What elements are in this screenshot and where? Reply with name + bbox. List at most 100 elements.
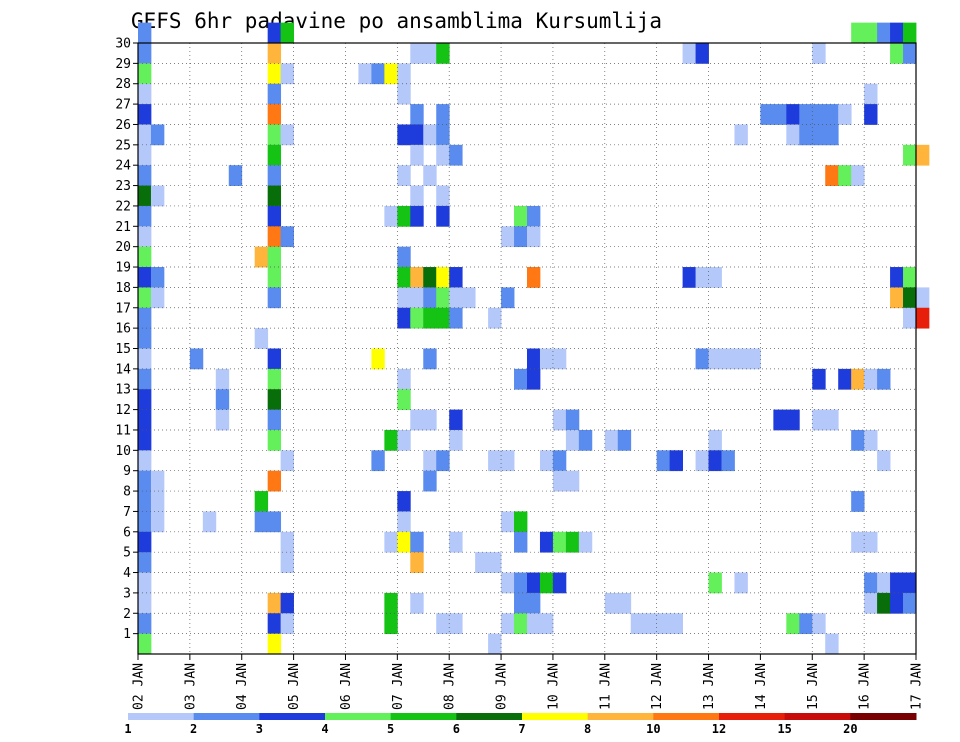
heatmap-cell [501,226,515,248]
heatmap-cell [449,287,463,309]
y-tick-label: 2 [123,607,131,622]
heatmap-cell [384,205,398,227]
heatmap-cell [851,491,865,512]
legend-label: 10 [646,722,660,736]
heatmap-cell [916,287,930,309]
heatmap-cell [254,511,269,533]
legend-label: 2 [190,722,197,736]
legend-label: 1 [124,722,131,736]
heatmap-cell [436,287,450,309]
legend-label: 15 [777,722,791,736]
heatmap-cell [267,205,282,227]
heatmap-cell [150,124,165,146]
heatmap-cell [436,450,450,472]
heatmap-cell [138,389,152,410]
heatmap-cell [267,429,282,451]
heatmap-cell [877,592,891,614]
heatmap-cell [578,531,593,553]
heatmap-cell [138,511,152,533]
heatmap-cell [423,124,437,146]
heatmap-cell [150,491,165,512]
heatmap-cell [423,267,437,288]
heatmap-cell [150,185,165,207]
grid-lines [138,43,916,654]
heatmap-cell [138,450,152,472]
heatmap-cell [825,165,839,186]
y-tick-label: 9 [123,464,131,479]
heatmap-cell [410,43,424,64]
heatmap-cell [410,185,424,207]
heatmap-cell [514,572,528,594]
heatmap-cell [449,429,463,451]
legend-swatch [850,713,917,720]
heatmap-cell [903,144,917,166]
x-axis: 02 JAN 03 JAN 04 JAN 05 JAN 06 JAN 07 JAN 08 J… [132,654,925,710]
legend-label: 12 [712,722,726,736]
heatmap-cell [267,83,282,105]
legend-swatch [719,713,786,720]
heatmap-cell [267,389,282,410]
legend-swatch [653,713,720,720]
heatmap-cell [799,613,813,635]
legend-label: 7 [518,722,525,736]
heatmap-cell [189,348,204,370]
y-tick-label: 13 [115,383,131,398]
heatmap-cell [877,22,891,44]
heatmap-cell [267,613,282,635]
heatmap-cell [786,124,800,146]
heatmap-cell [462,287,476,309]
heatmap-cell [138,22,152,44]
heatmap-cell [864,572,878,594]
heatmap-cell [138,633,152,655]
heatmap-cell [527,348,541,370]
heatmap-cell [695,450,709,472]
x-tick-label: 10 JAN [546,663,561,710]
heatmap-cell [449,613,463,635]
heatmap-cell [812,124,826,146]
heatmap-cell [604,429,619,451]
y-tick-label: 30 [115,37,131,52]
heatmap-cell [890,572,904,594]
heatmap-cell [267,368,282,390]
heatmap-cell [449,267,463,288]
heatmap-cell [682,267,696,288]
heatmap-cell [397,511,411,533]
heatmap-cell [449,144,463,166]
heatmap-cell [138,144,152,166]
heatmap-cell [423,470,437,492]
heatmap-cell [903,572,917,594]
legend-label: 6 [453,722,460,736]
heatmap-cell [371,63,385,85]
heatmap-cell [488,307,502,329]
heatmap-cell [864,368,878,390]
heatmap-cell [708,450,722,472]
legend-swatch [784,713,851,720]
heatmap-cell [552,572,567,594]
heatmap-cell [514,368,528,390]
heatmap-cell [436,144,450,166]
heatmap-cell [812,104,826,125]
heatmap-cell [799,124,813,146]
x-tick-label: 05 JAN [287,663,302,710]
heatmap-cell [267,226,282,248]
heatmap-cell [514,226,528,248]
heatmap-cell [656,450,671,472]
heatmap-cell [527,267,541,288]
heatmap-cell [254,491,269,512]
y-tick-label: 16 [115,322,131,337]
heatmap-cell [138,429,152,451]
y-tick-label: 1 [123,627,131,642]
heatmap-cell [423,43,437,64]
heatmap-cell [410,552,424,573]
heatmap-cell [267,185,282,207]
heatmap-cell [397,389,411,410]
heatmap-cell [825,409,839,431]
heatmap-cell [514,592,528,614]
heatmap-cell [552,348,567,370]
color-legend: 1 2 3 4 5 6 7 8 10 12 15 20 [124,713,917,736]
heatmap-cell [851,429,865,451]
heatmap-cell [410,592,424,614]
heatmap-cell [527,368,541,390]
heatmap-cell [475,552,489,573]
y-tick-label: 7 [123,505,131,520]
